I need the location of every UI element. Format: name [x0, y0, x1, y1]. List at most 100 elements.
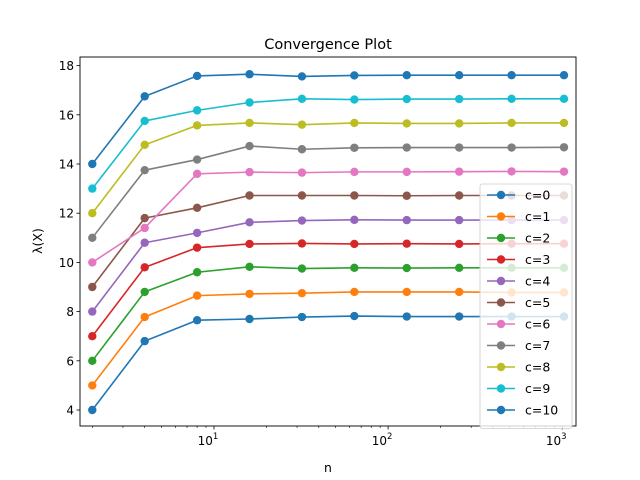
- data-point: [140, 116, 149, 126]
- data-point: [350, 263, 359, 273]
- data-point: [88, 159, 97, 169]
- data-point: [192, 106, 202, 115]
- legend-marker: [496, 362, 506, 372]
- data-point: [454, 71, 464, 80]
- legend-label: c=4: [525, 274, 550, 289]
- data-point: [245, 191, 254, 200]
- data-point: [402, 287, 411, 297]
- data-point: [350, 143, 359, 152]
- legend-marker: [496, 298, 506, 307]
- data-point: [402, 119, 411, 128]
- data-point: [245, 141, 254, 151]
- data-point: [245, 262, 254, 272]
- series-c=8: [88, 118, 569, 218]
- data-point: [245, 314, 254, 324]
- y-tick-label: 18: [59, 59, 74, 73]
- plot-frame: [79, 56, 577, 427]
- data-point: [559, 118, 569, 128]
- data-point: [192, 203, 202, 212]
- data-point: [454, 191, 464, 200]
- data-point: [454, 94, 464, 104]
- data-point: [297, 288, 307, 298]
- data-point: [350, 239, 359, 249]
- data-point: [350, 71, 359, 80]
- data-point: [192, 228, 202, 238]
- data-point: [454, 167, 464, 176]
- data-point: [402, 312, 411, 321]
- series-c=6: [88, 167, 569, 267]
- legend-label: c=2: [525, 231, 550, 246]
- data-point: [402, 71, 411, 80]
- data-point: [140, 263, 149, 272]
- data-point: [559, 167, 569, 176]
- data-point: [350, 167, 359, 177]
- data-point: [507, 167, 516, 176]
- legend-label: c=10: [525, 403, 558, 418]
- data-point: [559, 71, 569, 80]
- legend-label: c=5: [525, 295, 550, 310]
- data-point: [454, 263, 464, 273]
- data-point: [192, 243, 202, 252]
- data-point: [140, 287, 149, 297]
- data-point: [559, 143, 569, 152]
- legend-label: c=1: [525, 209, 550, 224]
- data-point: [507, 94, 516, 104]
- legend-label: c=6: [525, 317, 550, 332]
- data-point: [350, 95, 359, 104]
- data-point: [402, 143, 411, 152]
- legend-marker: [496, 255, 506, 264]
- legend-marker: [496, 233, 506, 243]
- data-point: [88, 258, 97, 267]
- data-point: [192, 121, 202, 130]
- data-point: [245, 218, 254, 227]
- data-point: [245, 118, 254, 128]
- legend-marker: [496, 384, 506, 393]
- y-tick-label: 4: [66, 404, 74, 418]
- data-point: [245, 98, 254, 107]
- data-point: [507, 71, 516, 80]
- x-tick-label: 103: [546, 432, 567, 448]
- data-point: [507, 118, 516, 128]
- series-line: [91, 122, 565, 214]
- data-point: [192, 316, 202, 325]
- series-line: [91, 98, 565, 190]
- data-point: [297, 216, 307, 225]
- data-point: [88, 307, 97, 316]
- data-point: [192, 155, 202, 164]
- legend-label: c=8: [525, 360, 550, 375]
- legend-marker: [496, 341, 506, 350]
- data-point: [454, 239, 464, 249]
- y-tick-label: 12: [59, 207, 74, 221]
- data-point: [350, 311, 359, 321]
- chart-title: Convergence Plot: [264, 37, 392, 53]
- y-tick-label: 14: [59, 158, 74, 172]
- data-point: [559, 94, 569, 104]
- x-axis: 101 102 103: [198, 426, 567, 448]
- y-tick-label: 10: [59, 256, 74, 270]
- series-c=10: [88, 70, 569, 169]
- data-point: [140, 140, 149, 150]
- data-point: [350, 118, 359, 128]
- data-point: [297, 312, 307, 322]
- x-tick-label: 101: [198, 432, 219, 448]
- data-point: [350, 191, 359, 200]
- data-point: [297, 168, 307, 177]
- data-point: [454, 143, 464, 152]
- data-point: [402, 167, 411, 177]
- data-point: [192, 169, 202, 179]
- data-point: [88, 282, 97, 292]
- data-point: [245, 70, 254, 79]
- data-point: [88, 405, 97, 415]
- data-point: [297, 264, 307, 273]
- data-point: [350, 215, 359, 225]
- y-tick-label: 6: [66, 354, 74, 368]
- data-point: [297, 239, 307, 248]
- legend-marker: [496, 190, 506, 200]
- series-line: [91, 170, 565, 264]
- data-point: [245, 239, 254, 249]
- data-point: [192, 268, 202, 277]
- series-line: [91, 73, 565, 165]
- legend-marker: [496, 405, 506, 415]
- data-point: [297, 145, 307, 154]
- data-point: [454, 312, 464, 321]
